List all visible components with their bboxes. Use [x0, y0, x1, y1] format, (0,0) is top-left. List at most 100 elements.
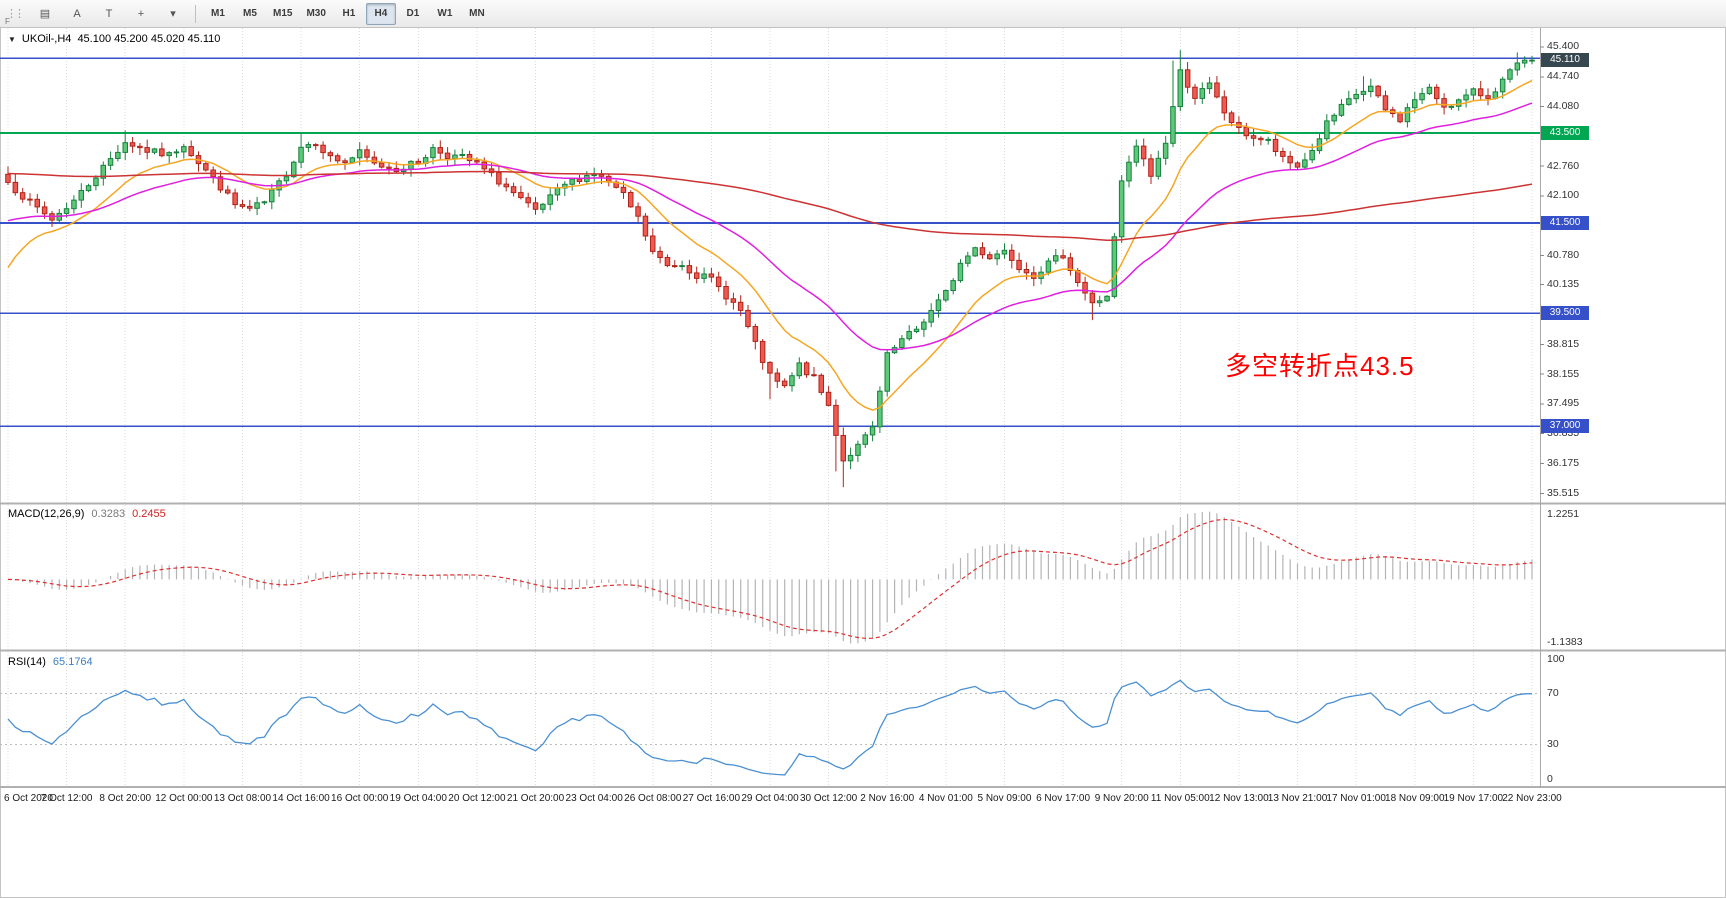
candle-body: [364, 149, 370, 158]
time-axis-label: 16 Oct 00:00: [331, 793, 389, 804]
candle-body: [723, 286, 729, 300]
candle-body: [701, 273, 707, 279]
rsi-panel[interactable]: [0, 679, 1540, 776]
candle-body: [759, 340, 766, 363]
candle-body: [847, 454, 854, 462]
time-axis-label: 5 Nov 09:00: [977, 793, 1032, 804]
candle-body: [1053, 255, 1059, 262]
candle-body: [1001, 249, 1008, 255]
timeframe-button-w1[interactable]: W1: [437, 8, 453, 19]
chart-shift-icon[interactable]: ▼: [8, 34, 16, 44]
candle-body: [1140, 145, 1147, 160]
crosshair-tool-button[interactable]: +: [137, 7, 145, 20]
candle-body: [1360, 90, 1367, 95]
candle-body: [818, 374, 824, 393]
candle-body: [232, 192, 238, 206]
candle-body: [71, 199, 77, 210]
text-tool-button[interactable]: T: [105, 7, 113, 20]
charts-tile-icon[interactable]: ▤: [39, 8, 51, 20]
candle-body: [1404, 107, 1411, 123]
candle-body: [525, 197, 531, 204]
timeframe-button-m30[interactable]: M30: [306, 8, 326, 19]
rsi-line: [7, 679, 1533, 776]
candle-body: [554, 187, 561, 196]
candle-body: [239, 204, 246, 207]
candle-body: [547, 194, 553, 205]
timeframe-buttons: M1 M5 M15 M30 H1 H4 D1 W1 MN: [203, 2, 492, 25]
candle-body: [459, 154, 465, 156]
candle-body: [115, 151, 121, 159]
rsi-panel-label: RSI(14) 65.1764: [8, 656, 93, 668]
vertical-gridlines: [7, 28, 1533, 788]
rsi-value: 65.1764: [52, 656, 93, 668]
candle-body: [1089, 292, 1096, 304]
time-axis-label: 12 Nov 13:00: [1209, 793, 1269, 804]
candle-body: [869, 426, 876, 436]
macd-name: MACD(12,26,9): [8, 508, 85, 520]
candle-body: [591, 174, 597, 177]
candle-body: [217, 176, 224, 191]
candle-body: [921, 321, 927, 330]
candle-body: [906, 331, 912, 340]
candle-body: [225, 189, 231, 194]
price-axis-label: 38.155: [1547, 367, 1580, 380]
price-axis-label: 36.175: [1547, 456, 1580, 469]
candle-body: [833, 404, 839, 436]
candle-body: [789, 375, 795, 387]
candle-body: [569, 178, 575, 185]
timeframe-button-d1[interactable]: D1: [406, 8, 420, 19]
candle-body: [1067, 257, 1074, 271]
time-axis-label: 14 Oct 16:00: [272, 793, 330, 804]
time-axis-label: 4 Nov 01:00: [918, 793, 973, 804]
chart-text-annotation[interactable]: 多空转折点43.5: [1225, 351, 1415, 381]
tool-dropdown-caret-icon[interactable]: ▾: [170, 8, 176, 20]
candle-body: [1448, 105, 1455, 108]
timeframe-button-h4[interactable]: H4: [365, 2, 396, 25]
candle-body: [635, 206, 641, 217]
candle-body: [540, 203, 546, 210]
macd-main-value: 0.3283: [91, 508, 126, 520]
toolbar: ⋮⋮ ▤ A T + ▾ M1 M5 M15 M30 H1 H4 D1 W1 MN: [0, 0, 1726, 28]
macd-signal-line: [7, 518, 1533, 639]
candle-body: [679, 265, 685, 268]
candle-body: [1126, 161, 1132, 182]
candle-body: [979, 247, 986, 256]
candle-body: [811, 374, 817, 377]
candle-body: [1456, 99, 1462, 107]
candle-body: [840, 435, 846, 462]
candle-body: [1272, 138, 1279, 152]
rsi-axis-0: 0: [1547, 773, 1553, 785]
candle-body: [745, 309, 751, 327]
candle-body: [1309, 150, 1315, 161]
timeframe-button-m15[interactable]: M15: [273, 8, 293, 19]
candle-body: [1529, 59, 1535, 62]
candle-body: [672, 265, 678, 268]
candle-body: [19, 192, 26, 200]
candle-body: [85, 185, 92, 192]
horizontal-lines[interactable]: [0, 57, 1540, 428]
timeframe-button-h1[interactable]: H1: [342, 8, 356, 19]
candle-body: [415, 160, 421, 164]
candle-body: [650, 235, 656, 252]
timeframe-button-m5[interactable]: M5: [243, 8, 257, 19]
candle-body: [129, 142, 136, 147]
ohlc-values: 45.100 45.200 45.020 45.110: [77, 33, 221, 45]
time-axis-label: 18 Nov 09:00: [1385, 793, 1445, 804]
macd-panel[interactable]: [7, 511, 1533, 644]
candle-body: [781, 380, 788, 387]
candlesticks: [5, 50, 1535, 488]
candle-body: [63, 208, 70, 214]
price-axis-label: 37.495: [1547, 397, 1580, 410]
timeframe-button-m1[interactable]: M1: [211, 8, 225, 19]
time-axis-label: 6 Oct 2020: [4, 793, 53, 804]
price-axis-label: 42.760: [1547, 159, 1580, 172]
price-axis-label: 44.740: [1547, 70, 1580, 83]
candle-body: [518, 192, 524, 199]
timeframe-button-mn[interactable]: MN: [469, 8, 485, 19]
cursor-tool-button[interactable]: A: [73, 7, 81, 20]
candle-body: [1060, 255, 1066, 259]
toolbar-grip-icon[interactable]: ⋮⋮: [6, 8, 25, 20]
candle-body: [1162, 142, 1169, 159]
macd-panel-label: MACD(12,26,9) 0.3283 0.2455: [8, 508, 166, 520]
